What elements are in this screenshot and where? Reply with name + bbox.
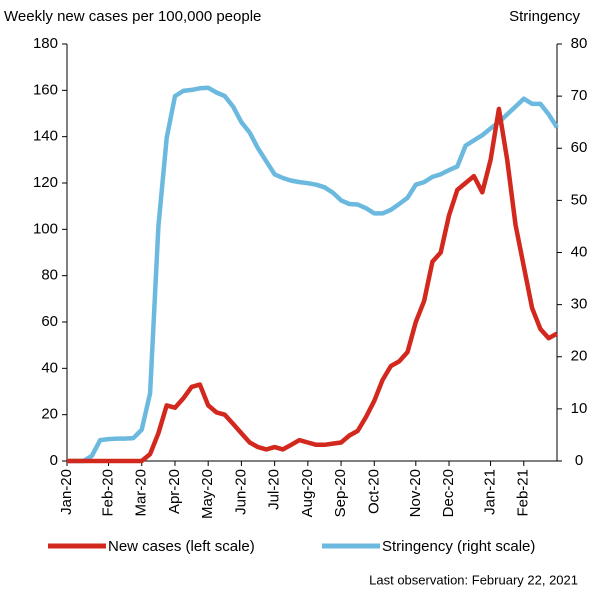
legend-label: New cases (left scale) bbox=[108, 538, 255, 555]
y-tick-label: 160 bbox=[33, 81, 58, 98]
y-tick-label: 40 bbox=[41, 359, 58, 376]
y2-tick-label: 40 bbox=[571, 243, 588, 260]
y-axis-title: Weekly new cases per 100,000 people bbox=[4, 8, 261, 25]
series-line bbox=[67, 106, 559, 464]
note: Last observation: February 22, 2021 bbox=[369, 572, 578, 587]
x-tick-label: Apr-20 bbox=[166, 469, 183, 514]
x-tick-label: May-20 bbox=[199, 469, 216, 519]
x-tick-label: Jan-21 bbox=[482, 469, 499, 515]
series-line bbox=[67, 85, 559, 464]
y2-tick-label: 50 bbox=[571, 191, 588, 208]
y-tick-label: 20 bbox=[41, 406, 58, 423]
x-tick-label: Aug-20 bbox=[299, 469, 316, 517]
y-tick-label: 0 bbox=[50, 452, 58, 469]
y-tick-label: 180 bbox=[33, 35, 58, 52]
y-tick-label: 120 bbox=[33, 174, 58, 191]
x-tick-label: Nov-20 bbox=[407, 469, 424, 517]
x-tick-label: Sep-20 bbox=[332, 469, 349, 517]
x-tick-label: Dec-20 bbox=[440, 469, 457, 517]
y2-tick-label: 60 bbox=[571, 139, 588, 156]
y2-tick-label: 30 bbox=[571, 296, 588, 313]
y2-tick-label: 70 bbox=[571, 87, 588, 104]
y2-tick-label: 80 bbox=[571, 35, 588, 52]
y-tick-label: 140 bbox=[33, 128, 58, 145]
x-tick-label: Jun-20 bbox=[232, 469, 249, 515]
y2-tick-label: 10 bbox=[571, 400, 588, 417]
y2-axis-title: Stringency bbox=[509, 8, 580, 25]
x-tick-label: Jan-20 bbox=[58, 469, 75, 515]
y-tick-label: 80 bbox=[41, 267, 58, 284]
y2-tick-label: 0 bbox=[575, 452, 583, 469]
x-tick-label: Mar-20 bbox=[133, 469, 150, 517]
y-tick-label: 100 bbox=[33, 220, 58, 237]
y2-tick-label: 20 bbox=[571, 348, 588, 365]
y-tick-label: 60 bbox=[41, 313, 58, 330]
x-tick-label: Feb-20 bbox=[99, 469, 116, 517]
x-tick-label: Feb-21 bbox=[515, 469, 532, 517]
x-tick-label: Oct-20 bbox=[365, 469, 382, 514]
legend-label: Stringency (right scale) bbox=[382, 538, 535, 555]
x-tick-label: Jul-20 bbox=[266, 469, 283, 510]
